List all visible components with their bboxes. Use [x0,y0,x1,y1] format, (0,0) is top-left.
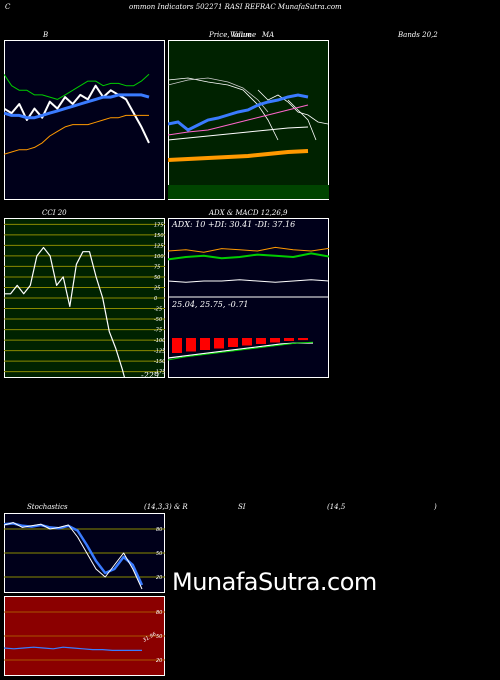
cci-tick-label: -125 [154,349,165,355]
cci-value-label: -229 [141,371,159,378]
cci-tick-label: -150 [154,359,165,365]
volume-area [168,185,329,199]
price-label: Price, [209,31,230,39]
macd-histogram-bar [284,338,294,341]
price-blue-line [168,93,309,132]
ma-white-line [257,89,329,125]
ma-label: MA [262,31,275,39]
bollinger-lower-line [4,114,149,155]
price-pink-line [168,104,309,136]
price-arc-line [168,77,279,141]
macd-label: ADX & MACD 12,26,9 [209,209,288,217]
cci-line [4,246,126,378]
price-ma-chart [168,40,329,200]
cci-label: CCI 20 [42,209,67,217]
bollinger-upper-line [4,73,150,100]
cci-tick-label: 25 [154,285,160,291]
rsi-tick-label: 50 [156,634,162,640]
cci-panel: 175 150 125 100 75 50 25 0 -25 -50 -75 -100 -125 -150… [4,218,165,378]
stoch-label-a: Stochastics [27,503,68,511]
price-ma-panel [168,40,329,200]
cci-tick-label: 100 [154,254,164,260]
cci-tick-label: -100 [154,338,165,344]
macd-histogram-bar [256,338,266,344]
macd-histogram-bar [228,338,238,347]
cci-tick-label: 0 [154,296,157,302]
cci-tick-label: -75 [154,328,162,334]
stoch-label-c: SI [238,503,246,511]
bands-label: Bands 20,2 [398,31,438,39]
header-title: ommon Indicators 502271 RASI REFRAC Muna… [129,3,342,11]
bollinger-chart [4,40,165,200]
macd-histogram-bar [200,338,210,350]
cci-tick-label: -50 [154,317,162,323]
rsi-panel: 80 50 20 31.96 [4,596,165,676]
rsi-line [4,646,142,652]
value-label: Value [232,31,252,39]
stoch-label-d: (14,5 [327,503,346,511]
macd-histogram-bar [298,338,308,341]
macd-signal-line [168,341,314,361]
adx-adx-line [168,279,329,283]
cci-tick-label: 125 [154,243,164,249]
stoch-tick-label: 80 [156,527,162,533]
stoch-panel: 80 50 20 [4,513,165,593]
stoch-tick-label: 20 [156,575,162,581]
price-arc-line-2 [168,77,269,113]
cci-chart: 175 150 125 100 75 50 25 0 -25 -50 -75 -100 -125 -150… [4,218,165,378]
adx-macd-panel: ADX: 10 +DI: 30.41 -DI: 37.16 25.04, 25.… [168,218,329,378]
price-white-line [168,126,309,141]
rsi-tick-label: 80 [156,610,162,616]
adx-plusminus-di-line [168,252,329,261]
watermark: MunafaSutra.com [172,568,377,596]
macd-histogram-bar [242,338,252,346]
cci-tick-label: 150 [154,233,164,239]
volume-label: Volume [230,31,257,39]
macd-histogram-bar [186,338,196,352]
bollinger-middle-line [4,93,150,120]
macd-histogram-bar [214,338,224,349]
cci-tick-label: 50 [154,275,160,281]
stoch-label-e: ) [434,503,437,511]
macd-histogram-bar [172,338,182,353]
cci-tick-label: 175 [154,222,164,228]
cci-tick-label: -175 [154,370,165,376]
cci-tick-label: -25 [154,307,162,313]
stoch-label-b: (14,3,3) & R [144,503,188,511]
header-c: C [5,3,11,11]
stoch-tick-label: 50 [156,551,162,557]
adx-text: ADX: 10 +DI: 30.41 -DI: 37.16 [171,220,295,229]
macd-values-text: 25.04, 25.75, -0.71 [171,300,249,309]
adx-macd-chart: ADX: 10 +DI: 30.41 -DI: 37.16 25.04, 25.… [168,218,329,378]
bollinger-panel [4,40,165,200]
rsi-tick-label: 20 [156,658,162,664]
stoch-chart: 80 50 20 [4,513,165,593]
ma-white-line-2 [287,99,317,141]
cci-tick-label: 75 [154,264,160,270]
adx-minus-di-line [168,246,329,253]
stoch-k-line [4,522,143,590]
macd-histogram-bar [270,338,280,343]
bollinger-label: B [43,31,49,39]
price-orange-line [168,149,309,162]
